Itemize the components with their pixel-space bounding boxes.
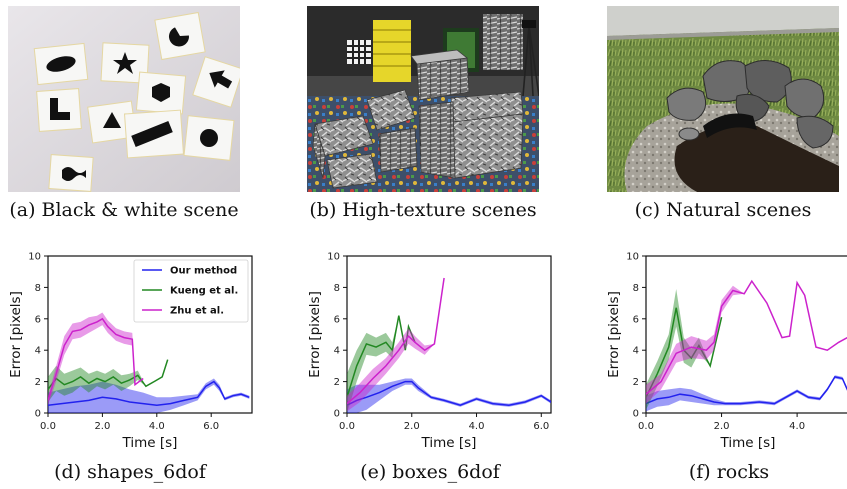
series-band-our-method: [646, 375, 847, 412]
y-tick-label: 0: [35, 409, 41, 420]
photo-natural-scenes: [607, 6, 839, 192]
x-axis-label: Time [s]: [720, 435, 776, 451]
y-tick-label: 6: [334, 314, 340, 325]
legend-label-kueng-et-al: Kueng et al.: [170, 286, 238, 297]
plot-shapes-6dof: 0 2 4 6 8 10 0.0 2.0 4.0 6.0 Time [s] Error [pixels…: [2, 248, 262, 460]
caption-photo-a: (a) Black & white scene: [9, 199, 239, 221]
y-tick-label: 8: [334, 283, 340, 294]
y-tick-label: 8: [633, 283, 639, 294]
caption-plot-e: (e) boxes_6dof: [360, 461, 500, 483]
y-axis-label: Error [pixels]: [8, 291, 24, 378]
series-line-zhu-et-al: [347, 277, 445, 405]
x-tick-label: 0.0: [638, 421, 654, 432]
y-tick-label: 8: [35, 283, 41, 294]
y-axis-label: Error [pixels]: [606, 291, 622, 378]
x-axis-label: Time [s]: [421, 435, 477, 451]
y-tick-label: 0: [633, 409, 639, 420]
high-texture-scene-image: [307, 6, 539, 192]
series-band-zhu-et-al: [646, 281, 847, 404]
series-line-our-method: [347, 380, 551, 406]
x-tick-label: 2.0: [714, 421, 730, 432]
y-axis-label: Error [pixels]: [307, 291, 323, 378]
y-tick-label: 6: [633, 314, 639, 325]
x-tick-label: 2.0: [404, 421, 420, 432]
series-line-our-method: [48, 380, 250, 406]
caption-photo-c: (c) Natural scenes: [634, 199, 812, 221]
plot-frame: [645, 255, 847, 414]
series-band-zhu-et-al: [347, 278, 445, 412]
caption-plot-f: (f) rocks: [688, 461, 770, 483]
y-tick-label: 10: [626, 252, 639, 263]
series-line-zhu-et-al: [48, 317, 144, 401]
black-white-scene-image: [8, 6, 240, 192]
series-band-our-method: [347, 378, 551, 413]
y-tick-label: 0: [334, 409, 340, 420]
y-tick-label: 6: [35, 314, 41, 325]
plot-frame: [47, 255, 253, 414]
x-tick-label: 6.0: [533, 421, 549, 432]
chart-rocks: 0 2 4 6 8 10 0.0 2.0 4.0 Time [s] Error [pixels]: [606, 252, 847, 451]
y-tick-label: 4: [334, 346, 340, 357]
photo-high-texture-scenes: [307, 6, 539, 192]
y-tick-label: 10: [28, 252, 41, 263]
plot-boxes-6dof: 0 2 4 6 8 10 0.0 2.0 4.0 6.0 Time [s] Error [pixels…: [301, 248, 561, 460]
y-tick-label: 4: [633, 346, 639, 357]
series-group: [646, 279, 847, 412]
x-tick-label: 0.0: [40, 421, 56, 432]
series-group: [48, 312, 250, 413]
y-tick-label: 2: [633, 377, 639, 388]
series-band-kueng-et-al: [347, 315, 415, 413]
x-tick-label: 4.0: [789, 421, 805, 432]
x-tick-label: 4.0: [149, 421, 165, 432]
series-line-zhu-et-al: [646, 279, 847, 395]
series-group: [347, 277, 551, 413]
caption-photo-b: (b) High-texture scenes: [309, 199, 537, 221]
y-tick-label: 2: [334, 377, 340, 388]
plot-rocks: 0 2 4 6 8 10 0.0 2.0 4.0 Time [s] Error [pixels]: [600, 248, 847, 460]
legend-label-our-method: Our method: [170, 266, 237, 277]
y-tick-label: 4: [35, 346, 41, 357]
legend-box: [133, 259, 249, 323]
x-tick-label: 2.0: [94, 421, 110, 432]
y-tick-label: 10: [327, 252, 340, 263]
series-line-our-method: [646, 376, 847, 405]
y-tick-label: 2: [35, 377, 41, 388]
plot-frame: [346, 255, 552, 414]
caption-plot-d: (d) shapes_6dof: [54, 461, 206, 483]
legend-label-zhu-et-al: Zhu et al.: [170, 306, 224, 317]
chart-boxes-6dof: 0 2 4 6 8 10 0.0 2.0 4.0 6.0 Time [s] Error [pixels…: [307, 252, 552, 451]
photo-black-white-scene: [8, 6, 240, 192]
x-axis-label: Time [s]: [122, 435, 178, 451]
series-line-kueng-et-al: [48, 359, 169, 390]
natural-scene-image: [607, 6, 839, 192]
chart-shapes-6dof: 0 2 4 6 8 10 0.0 2.0 4.0 6.0 Time [s] Error [pixels…: [8, 252, 253, 451]
series-band-our-method: [48, 378, 250, 413]
x-tick-label: 0.0: [339, 421, 355, 432]
x-tick-label: 4.0: [469, 421, 485, 432]
x-tick-label: 6.0: [203, 421, 219, 432]
